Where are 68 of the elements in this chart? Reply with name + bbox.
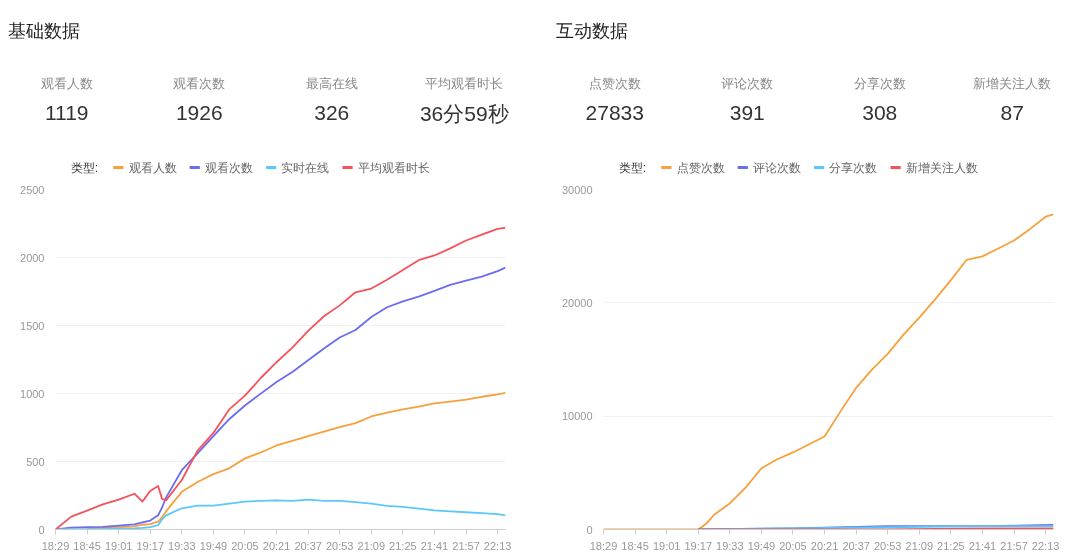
x-tick-label: 19:01 [652, 539, 681, 552]
x-tick-label: 20:37 [294, 539, 322, 552]
y-tick-label: 2500 [20, 183, 45, 196]
x-tick-label: 18:29 [41, 539, 70, 552]
x-tick-label: 19:17 [136, 539, 164, 552]
x-tick-label: 21:25 [389, 539, 417, 552]
text: 326 [314, 101, 350, 124]
legend-label: 分享次数 [829, 160, 878, 175]
y-tick-label: 0 [38, 523, 45, 536]
x-tick-label: 20:05 [779, 539, 807, 552]
text: 391 [729, 101, 765, 124]
x-tick-label: 21:09 [905, 539, 934, 552]
x-tick-label: 19:33 [168, 539, 196, 552]
legend-label: 观看次数 [204, 160, 253, 175]
text: 87 [1000, 101, 1024, 124]
y-tick-label: 2000 [20, 251, 45, 264]
x-tick-label: 19:49 [199, 539, 228, 552]
x-tick-label: 21:57 [1000, 539, 1028, 552]
category-label: 平均观看时长 [425, 75, 504, 91]
text: 36分59秒 [419, 101, 509, 125]
y-tick-label: 1000 [20, 387, 45, 400]
x-tick-label: 18:45 [621, 539, 649, 552]
legend-label: 实时在线 [281, 160, 330, 175]
y-tick-label: 30000 [561, 183, 593, 196]
x-tick-label: 20:21 [262, 539, 291, 552]
category-label: 分享次数 [853, 75, 906, 91]
x-tick-label: 21:41 [420, 539, 449, 552]
legend-label: 新增关注人数 [905, 160, 978, 175]
x-tick-label: 20:37 [842, 539, 870, 552]
y-tick-label: 0 [586, 523, 593, 536]
x-tick-label: 21:41 [968, 539, 997, 552]
category-label: 最高在线 [305, 75, 358, 91]
x-tick-label: 20:21 [810, 539, 839, 552]
x-tick-label: 21:25 [937, 539, 965, 552]
x-tick-label: 21:09 [357, 539, 386, 552]
y-tick-label: 20000 [561, 296, 593, 309]
x-tick-label: 19:17 [684, 539, 712, 552]
legend-label: 评论次数 [752, 160, 801, 175]
x-tick-label: 21:57 [452, 539, 480, 552]
category-label: 点赞次数 [588, 75, 641, 91]
x-tick-label: 22:13 [1031, 539, 1060, 552]
category-label: 观看人数 [40, 75, 93, 91]
x-tick-label: 20:05 [231, 539, 259, 552]
legend-title: 类型: [70, 160, 99, 175]
text: 互动数据 [556, 20, 629, 41]
x-tick-label: 20:53 [325, 539, 354, 552]
category-label: 评论次数 [721, 75, 774, 91]
text: 基础数据 [8, 20, 81, 41]
x-tick-label: 20:53 [873, 539, 902, 552]
category-label: 新增关注人数 [973, 75, 1052, 91]
y-tick-label: 1500 [20, 319, 45, 332]
legend-label: 观看人数 [128, 160, 177, 175]
text: 1119 [44, 101, 89, 124]
legend-title: 类型: [618, 160, 647, 175]
x-tick-label: 18:45 [73, 539, 101, 552]
text: 27833 [585, 101, 644, 124]
text: 308 [862, 101, 898, 124]
x-tick-label: 19:49 [747, 539, 776, 552]
y-tick-label: 10000 [561, 410, 593, 423]
x-tick-label: 19:33 [716, 539, 744, 552]
x-tick-label: 22:13 [483, 539, 512, 552]
legend-label: 平均观看时长 [357, 160, 430, 175]
x-tick-label: 19:01 [104, 539, 133, 552]
legend-label: 点赞次数 [676, 160, 725, 175]
y-tick-label: 500 [26, 455, 45, 468]
text: 1926 [175, 101, 223, 124]
x-tick-label: 18:29 [589, 539, 618, 552]
category-label: 观看次数 [173, 75, 226, 91]
